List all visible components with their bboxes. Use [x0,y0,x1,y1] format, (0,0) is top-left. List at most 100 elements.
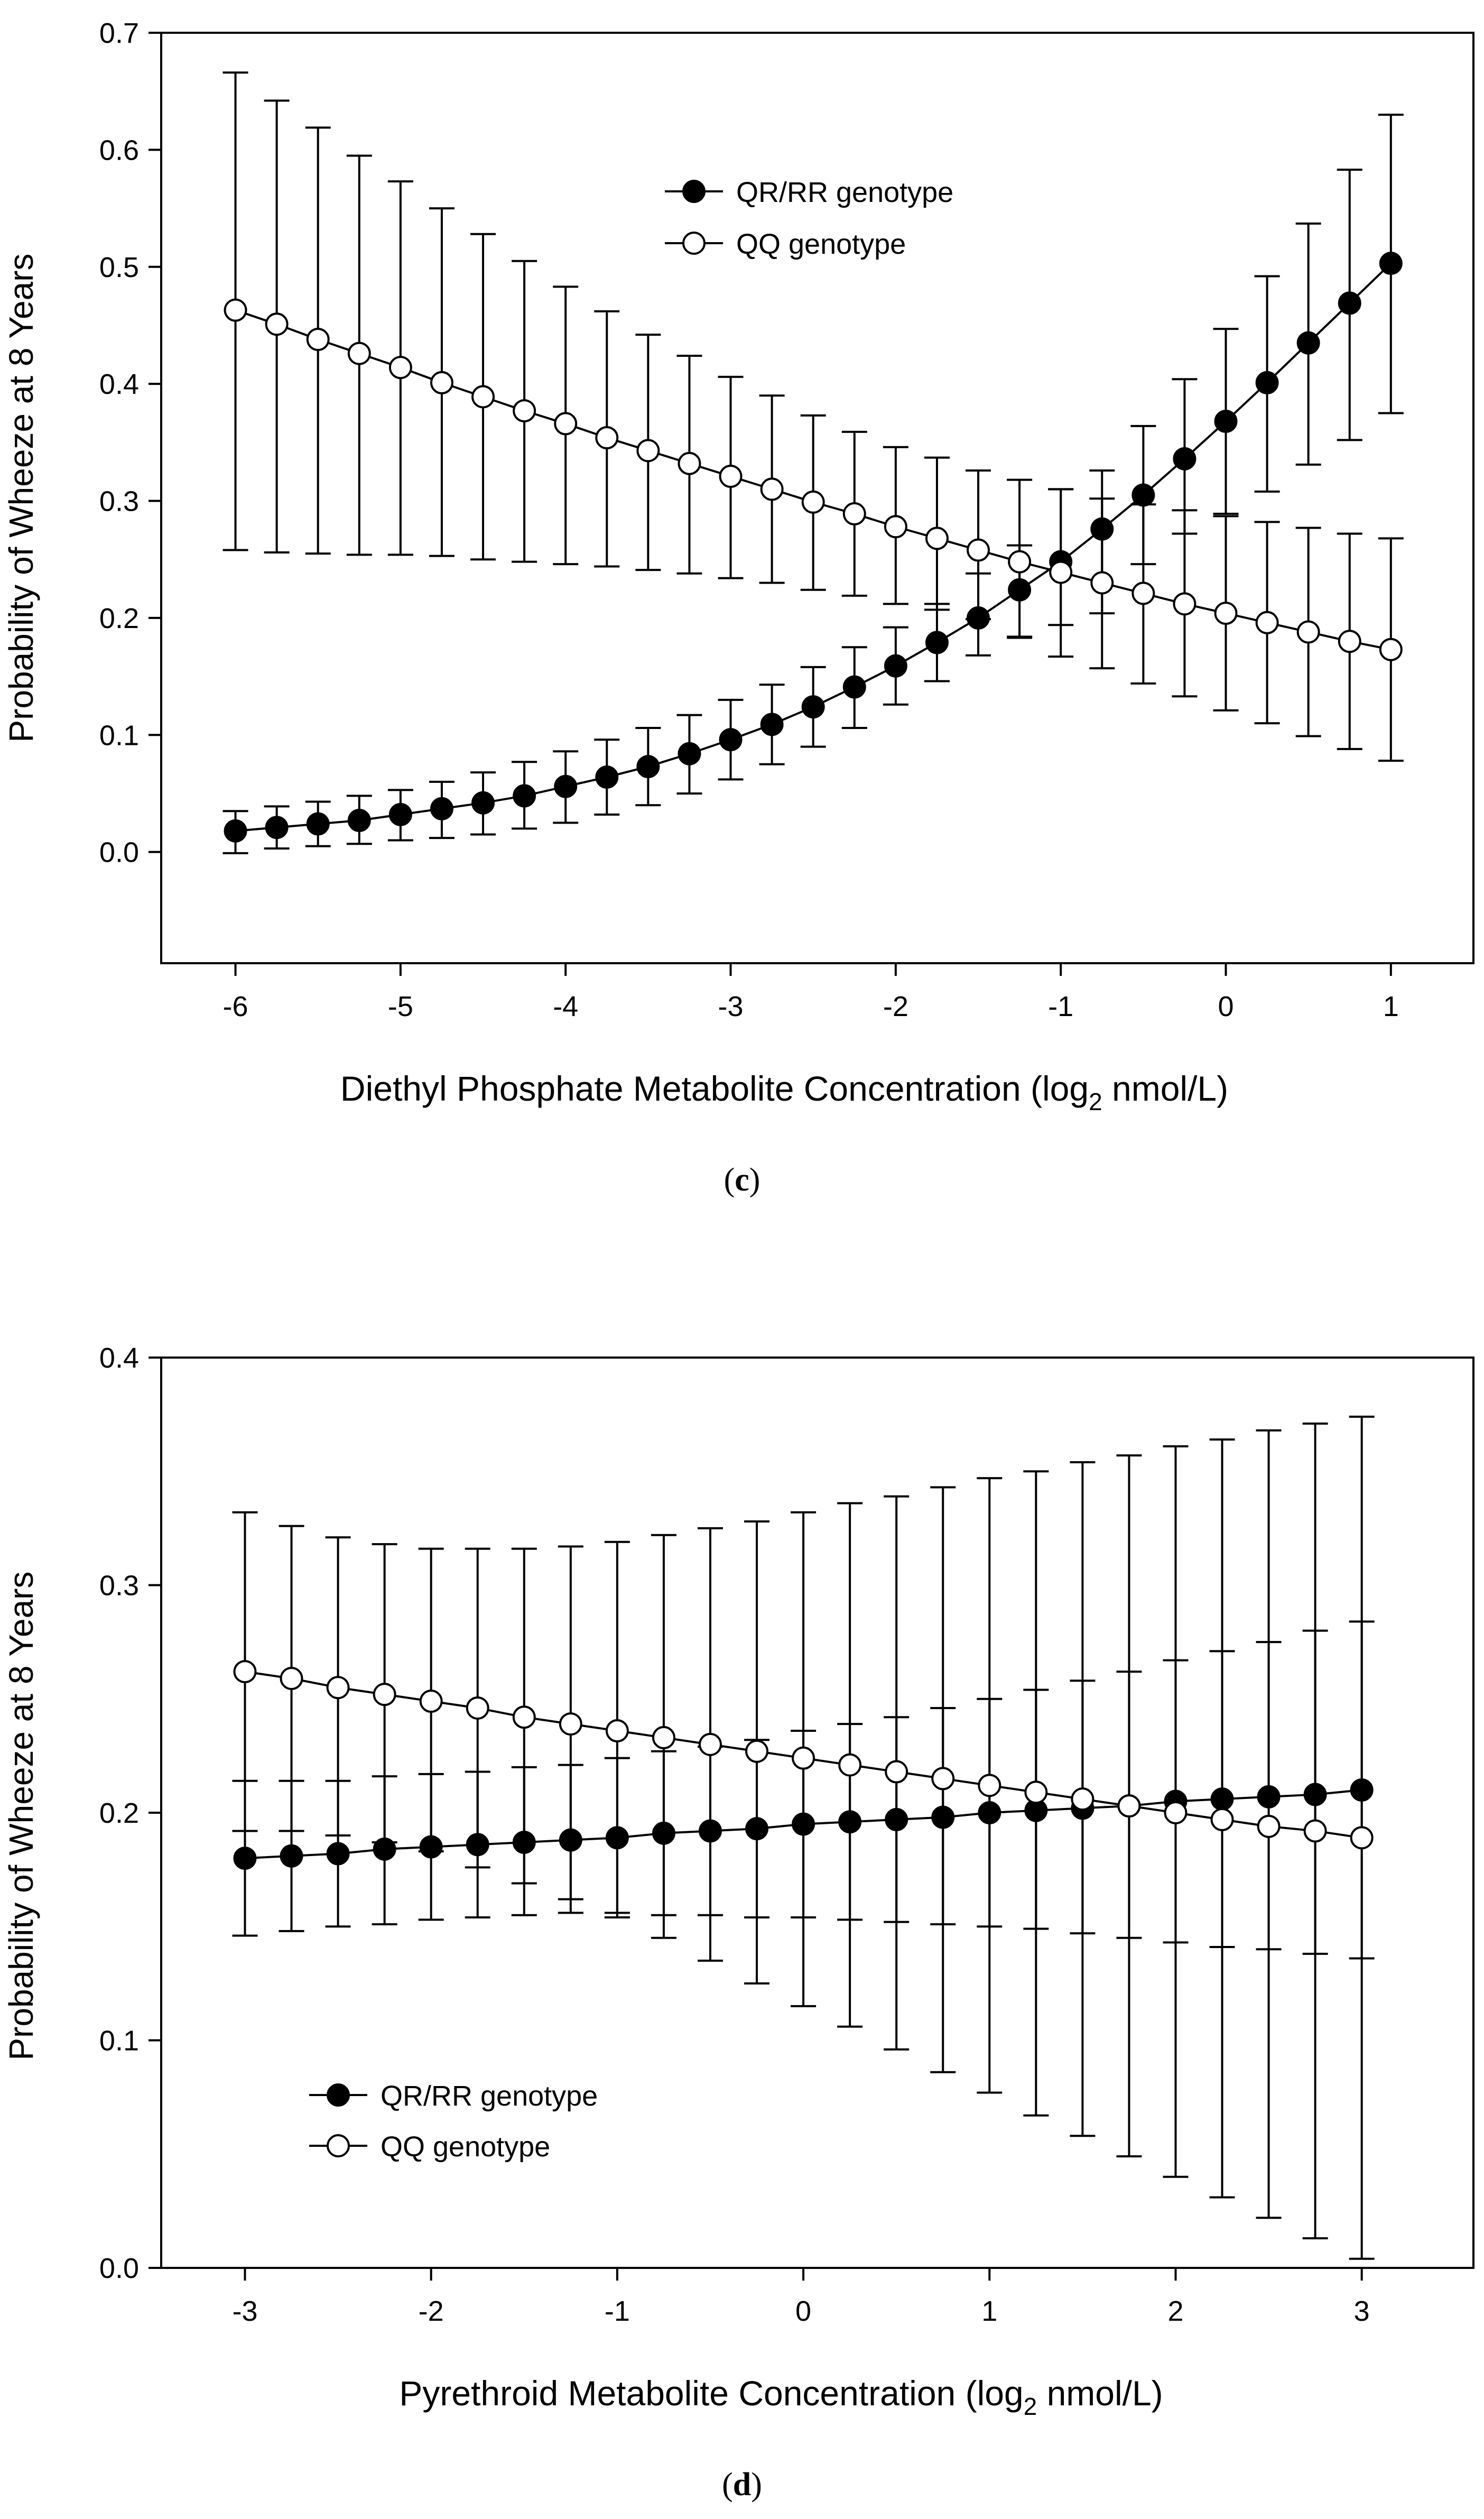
data-point-qr-rr [233,1847,257,1870]
data-point-qq [326,1676,350,1700]
data-point-qq [1296,620,1320,644]
data-point-qr-rr [1255,371,1279,394]
data-point-qq [842,502,866,525]
plot-frame [160,32,1474,964]
data-point-qr-rr [224,819,247,843]
data-point-qr-rr [265,816,289,839]
data-point-qq [373,1683,396,1706]
x-tick-label: 1 [981,2295,997,2327]
y-tick-label: 0.5 [99,252,139,283]
y-tick-label: 0.3 [99,1570,139,1602]
data-point-qq [698,1732,722,1756]
y-axis-title: Probability of Wheeze at 8 Years [2,254,40,743]
y-tick-label: 0.2 [99,603,139,634]
data-point-qq [1024,1780,1048,1804]
data-point-qq [1049,560,1073,584]
data-point-qr-rr [760,713,784,736]
data-point-qq [1338,630,1361,653]
data-point-qq [306,328,330,352]
data-point-qq [1173,592,1197,616]
x-tick-label: -3 [232,2295,257,2327]
legend-open-marker [682,232,706,255]
data-point-qq [388,356,412,380]
data-point-qr-rr [306,812,330,836]
y-tick-label: 0.1 [99,719,139,751]
y-tick-label: 0.4 [99,368,139,400]
data-point-qr-rr [884,654,907,678]
x-axis: -3 -2 -1 0 1 2 3 [232,2268,1370,2327]
x-tick-label: -5 [388,991,413,1022]
data-point-qq [224,298,247,322]
legend-label-qr-rr: QR/RR genotype [381,2080,598,2112]
data-point-qr-rr [280,1844,303,1868]
data-point-qr-rr [1296,331,1320,355]
data-point-qq [925,527,949,550]
data-point-qq [978,1774,1001,1797]
x-tick-label: -6 [223,991,248,1022]
series-layer [232,1415,1375,2260]
data-point-qr-rr [595,765,619,789]
data-point-qq [792,1746,815,1770]
data-point-qq [652,1726,675,1749]
legend-label-qq: QQ genotype [736,228,906,260]
data-point-qq [512,1705,536,1729]
data-point-qr-rr [430,797,453,820]
data-point-qq [801,490,825,514]
data-point-qq [1090,571,1114,595]
data-point-qr-rr [554,774,578,798]
data-point-qq [1257,1814,1281,1838]
data-point-qr-rr [326,1842,350,1866]
data-point-qq [678,451,701,475]
data-point-qq [1350,1826,1374,1850]
data-point-qq [1379,638,1403,661]
x-tick-label: -2 [883,991,908,1022]
data-point-qq [466,1696,489,1720]
data-point-qr-rr [1338,291,1361,315]
data-point-qq [967,538,990,562]
y-axis-title: Probability of Wheeze at 8 Years [2,1572,40,2061]
data-point-qq [265,312,289,336]
data-point-qq [605,1719,629,1743]
x-tick-label: -4 [553,991,578,1022]
legend-label-qq: QQ genotype [381,2131,550,2163]
data-point-qq [931,1767,955,1791]
data-point-qr-rr [719,728,743,752]
data-point-qq [559,1712,582,1736]
data-point-qq [347,342,371,365]
x-tick-label: 0 [1218,991,1233,1022]
data-point-qq [760,477,784,501]
x-tick-label: -1 [1048,991,1073,1022]
data-point-qq [554,412,578,436]
data-point-qq [719,465,743,488]
legend-filled-marker [682,180,706,203]
x-tick-label: -2 [419,2295,444,2327]
data-point-qq [745,1739,769,1763]
x-tick-label: 3 [1354,2295,1370,2327]
data-point-qq [595,426,619,449]
data-point-qr-rr [388,802,412,826]
legend: QR/RR genotype QQ genotype [309,2080,598,2163]
y-tick-label: 0.1 [99,2025,139,2057]
data-point-qr-rr [925,631,949,654]
data-point-qq [1131,582,1155,605]
data-point-qq [884,515,907,539]
data-point-qq [1164,1801,1188,1824]
data-point-qq [1303,1819,1327,1843]
data-point-qr-rr [1173,447,1197,470]
data-point-qr-rr [513,784,536,808]
legend-filled-marker [327,2083,350,2107]
x-tick-label: -3 [718,991,744,1022]
data-point-qr-rr [636,755,660,779]
data-point-qq [1255,611,1279,634]
data-point-qq [471,385,495,409]
x-tick-label: 1 [1383,991,1399,1022]
data-point-qq [233,1660,257,1684]
panel-label-d: (d) [722,2467,762,2503]
y-axis: 0.0 0.1 0.2 0.3 0.4 [99,1342,161,2284]
data-point-qq [1008,550,1032,574]
x-axis: -6 -5 -4 -3 -2 -1 0 1 [223,963,1399,1022]
y-tick-label: 0.3 [99,486,139,518]
data-point-qr-rr [678,742,701,765]
panel-label-c: (c) [724,1162,760,1198]
